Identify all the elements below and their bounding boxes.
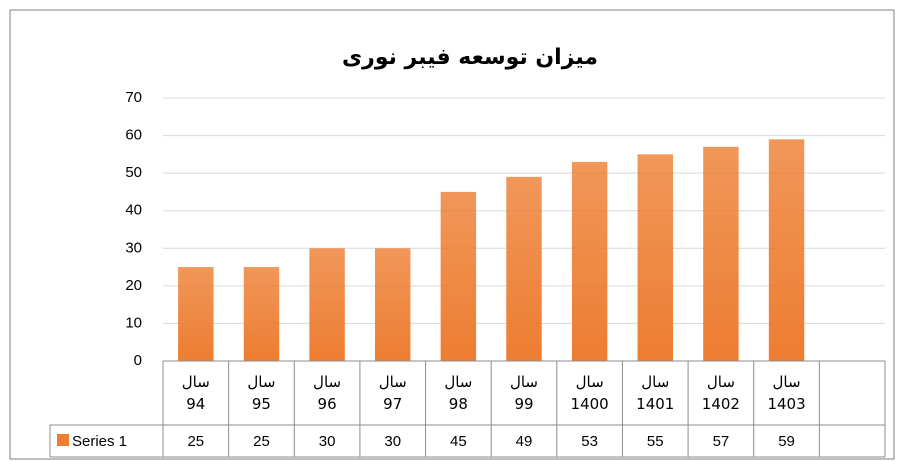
bar	[637, 154, 673, 361]
y-tick-label: 0	[134, 352, 142, 369]
bar	[178, 267, 214, 361]
category-cell: سال 1400	[570, 373, 609, 413]
x-tick-label: سال 1400	[570, 373, 609, 413]
data-table-value: 30	[384, 433, 401, 450]
bar	[375, 248, 411, 361]
bar	[309, 248, 345, 361]
bar	[703, 146, 739, 361]
data-table-value: 49	[516, 433, 533, 450]
legend-label: Series 1	[72, 433, 127, 450]
data-table-value: 59	[778, 433, 795, 450]
category-cell: سال 1403	[767, 373, 806, 413]
category-cell: سال 96	[313, 373, 342, 413]
bar	[243, 267, 280, 361]
y-tick-label: 30	[125, 239, 142, 256]
data-table-value: 53	[581, 433, 598, 450]
category-cell: سال 1402	[701, 373, 740, 413]
data-table-value: 30	[319, 433, 336, 450]
bar	[571, 161, 608, 361]
bar	[768, 139, 805, 361]
category-cell: سال 94	[181, 373, 210, 413]
category-cell: سال 99	[509, 373, 538, 413]
x-tick-label: سال 95	[247, 373, 276, 413]
y-tick-label: 20	[125, 277, 142, 294]
bar	[506, 176, 542, 361]
x-tick-label: سال 1401	[636, 373, 675, 413]
y-tick-label: 70	[125, 89, 142, 106]
x-tick-label: سال 98	[444, 373, 473, 413]
bar	[440, 191, 477, 361]
data-table-value: 25	[187, 433, 204, 450]
data-table-value: 57	[713, 433, 730, 450]
x-tick-label: سال 94	[181, 373, 210, 413]
x-tick-label: سال 96	[313, 373, 342, 413]
category-cell: سال 95	[247, 373, 276, 413]
y-tick-label: 10	[125, 314, 142, 331]
chart-title: میزان توسعه فیبر نوری	[342, 45, 598, 70]
y-tick-label: 50	[125, 164, 142, 181]
x-tick-label: سال 1402	[701, 373, 740, 413]
x-tick-label: سال 99	[509, 373, 538, 413]
legend-swatch	[57, 434, 69, 446]
x-tick-label: سال 97	[378, 373, 407, 413]
data-table-value: 45	[450, 433, 467, 450]
category-cell: سال 1401	[636, 373, 675, 413]
category-cell: سال 98	[444, 373, 473, 413]
data-table-value: 55	[647, 433, 664, 450]
y-tick-label: 40	[125, 202, 142, 219]
category-cell: سال 97	[378, 373, 407, 413]
x-tick-label: سال 1403	[767, 373, 806, 413]
data-table-value: 25	[253, 433, 270, 450]
y-tick-label: 60	[125, 127, 142, 144]
